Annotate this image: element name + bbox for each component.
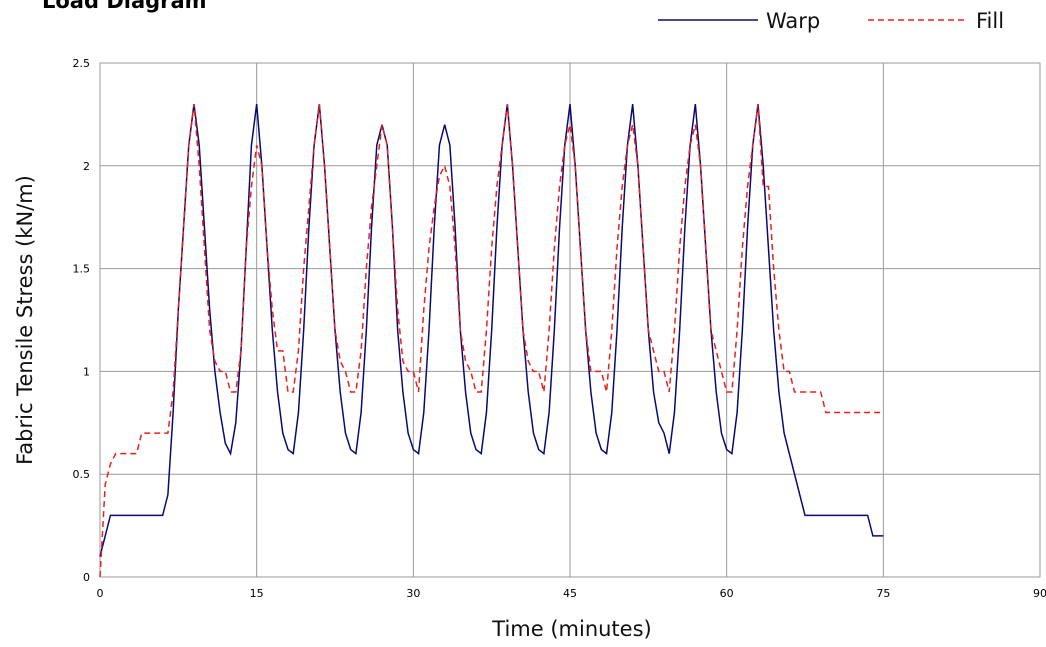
legend-label: Warp xyxy=(766,9,820,33)
y-tick-label: 2 xyxy=(83,160,90,173)
x-tick-label: 75 xyxy=(876,587,890,600)
x-tick-label: 15 xyxy=(250,587,264,600)
data-line xyxy=(99,104,884,578)
x-tick-label: 90 xyxy=(1033,587,1046,600)
x-tick-label: 45 xyxy=(563,587,577,600)
x-tick-label: 60 xyxy=(720,587,734,600)
legend-label: Fill xyxy=(976,9,1004,33)
x-axis-title: Time (minutes) xyxy=(491,617,651,641)
y-axis-title: Fabric Tensile Stress (kN/m) xyxy=(13,175,37,465)
x-tick-label: 30 xyxy=(406,587,420,600)
x-tick-label: 0 xyxy=(97,587,104,600)
y-tick-label: 0 xyxy=(83,571,90,584)
y-tick-label: 1.5 xyxy=(73,263,91,276)
chart-title: Load Diagram xyxy=(42,0,207,13)
y-tick-label: 0.5 xyxy=(73,468,91,481)
y-tick-label: 1 xyxy=(83,365,90,378)
y-tick-label: 2.5 xyxy=(73,57,91,70)
